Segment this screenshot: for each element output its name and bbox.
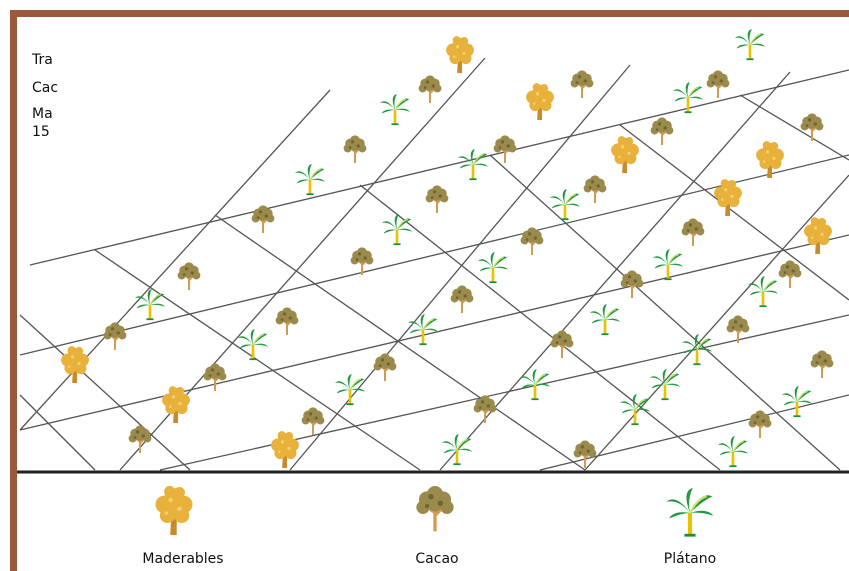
legend-label: Plátano (664, 551, 716, 567)
note-line: Tra (31, 52, 53, 68)
note-line: Ma (32, 106, 53, 122)
legend-label: Cacao (415, 551, 458, 567)
frame-left (10, 10, 17, 571)
legend-label: Maderables (142, 551, 223, 567)
legend: Maderables Cacao Plátano (142, 484, 716, 567)
note: Tra Cac Ma 15 (31, 52, 58, 140)
frame-top (10, 10, 849, 17)
note-line: Cac (32, 80, 58, 96)
note-line: 15 (32, 124, 50, 140)
